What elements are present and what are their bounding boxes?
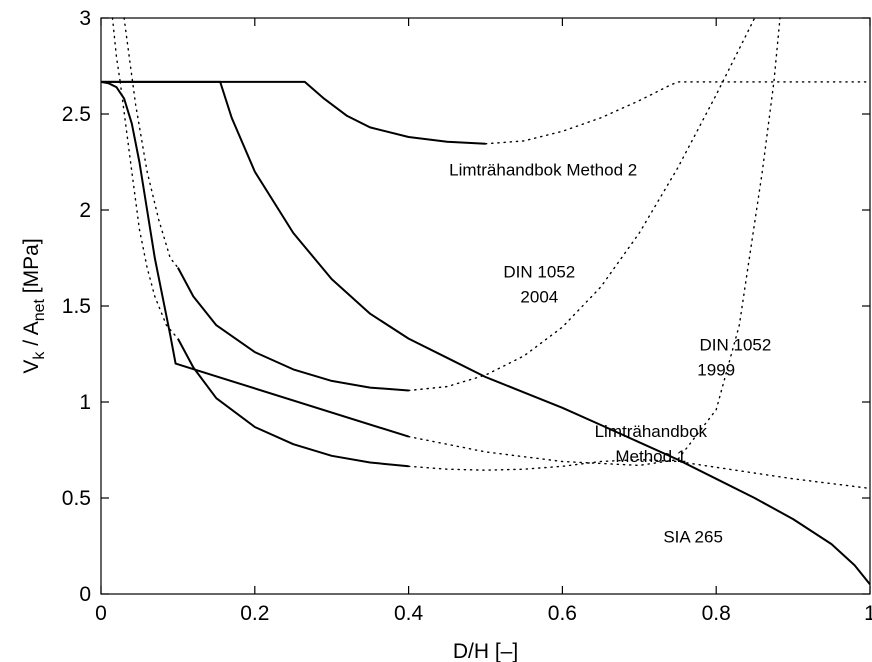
y-tick-label: 3 [79,7,91,30]
annotation-label: Limträhandbok Method 2 [449,161,637,180]
annotations: Limträhandbok Method 2 DIN 1052 2004 DIN 10… [449,161,771,547]
series-line-dotted-8 [407,17,781,467]
y-tick-label: 2 [79,199,91,222]
annotation-label: DIN 1052 [503,262,575,281]
x-tick-label: 0.6 [548,602,577,625]
y-tick-label: 1 [79,391,91,414]
x-tick-label: 1 [864,602,872,625]
annotation-label: 2004 [520,287,558,306]
series-line-dotted-2 [111,17,121,83]
annotation-label: Method 1 [615,447,686,466]
x-tick-label: 0.4 [394,602,424,625]
y-axis-title-main: V [20,360,43,374]
y-axis-title-sub2: net [31,298,48,321]
y-tick-label: 1.5 [62,295,91,318]
series-line-solid-0 [101,80,486,145]
annotation-label: Limträhandbok [595,422,708,441]
annotation-label: SIA 265 [663,527,723,546]
y-axis-title: Vk / Anet [MPa] [20,238,48,373]
y-tick-label: 2.5 [62,103,91,126]
x-tick-label: 0 [95,602,107,625]
series-line-solid-9 [177,338,409,468]
series-line-solid-4 [177,267,409,392]
y-tick-label: 0.5 [62,487,91,510]
plot-frame [100,17,871,595]
series-line-solid-7 [100,80,409,438]
annotation-label: 1999 [697,360,735,379]
y-tick-label: 0 [79,583,91,606]
y-axis-title-unit: [MPa] [20,238,43,299]
series-line-dotted-10 [407,458,871,490]
series-line-solid-3 [101,80,871,586]
data-lines [100,17,871,586]
y-axis-title-mid: / A [20,321,43,351]
annotation-label: DIN 1052 [700,335,772,354]
x-tick-label: 0.8 [702,602,731,625]
x-axis-title: D/H [–] [453,640,518,662]
series-line-dotted-6 [123,17,179,269]
series-line-dotted-11 [119,81,179,340]
series-line-dotted-5 [407,17,756,392]
axis-ticks: 0 0.2 0.4 0.6 0.8 1 0 0.5 1 1.5 2 2.5 3 [62,7,872,625]
x-tick-label: 0.2 [240,602,269,625]
y-axis-title-sub1: k [31,351,48,360]
series-line-dotted-1 [484,81,871,145]
